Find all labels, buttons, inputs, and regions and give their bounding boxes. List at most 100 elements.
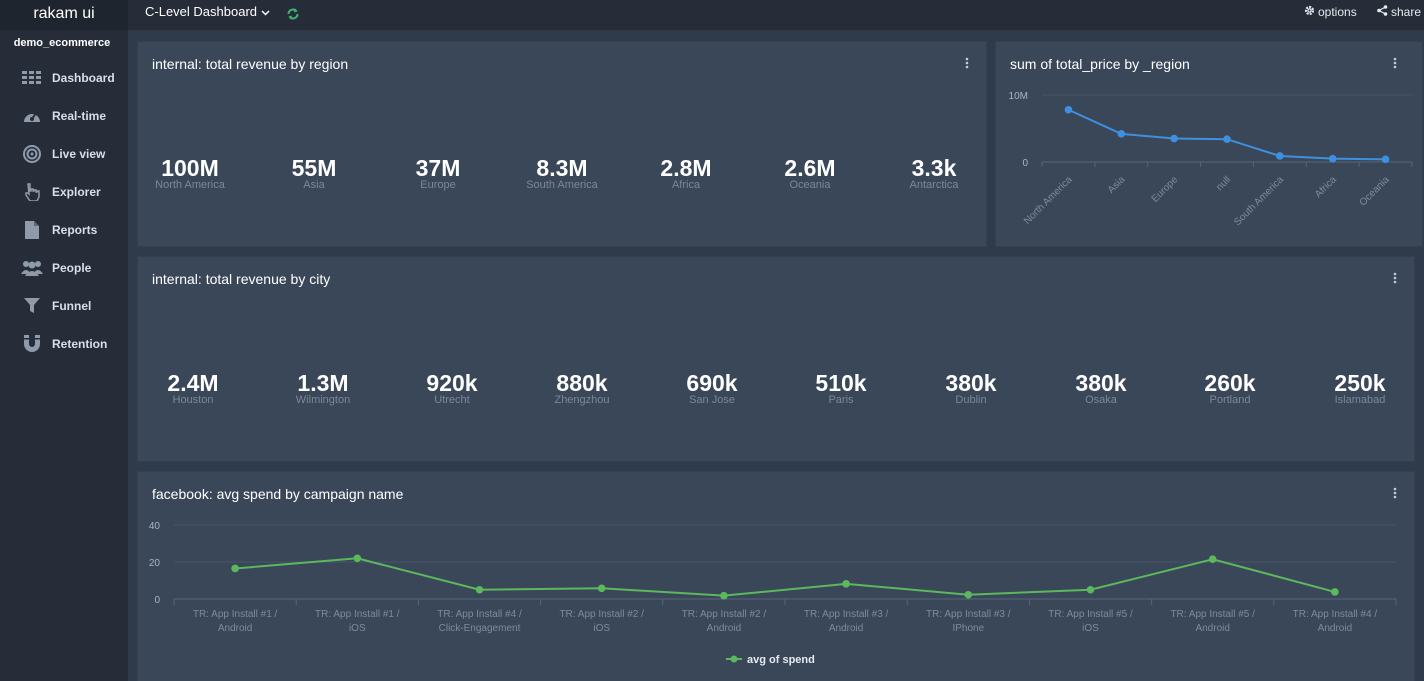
x-tick-label: Europe: [1150, 174, 1181, 205]
data-point: [353, 554, 362, 563]
kpi-tile: 2.8M Africa: [621, 156, 751, 191]
card-total-price-region: sum of total_price by _region 0 10M North …: [996, 42, 1422, 246]
x-tick-label: TR: App Install #1 /iOS: [315, 609, 400, 634]
sidebar-item-reports[interactable]: Reports: [20, 218, 128, 242]
kpi-value: 37M: [415, 155, 461, 181]
data-point: [842, 580, 850, 588]
grid-icon: [20, 68, 44, 88]
kpi-value: 1.3M: [297, 370, 349, 396]
legend-swatch-point: [730, 655, 738, 663]
kpi-value: 260k: [1204, 370, 1256, 396]
share-label: share: [1391, 5, 1422, 19]
dashboard-selector[interactable]: C-Level Dashboard: [145, 4, 270, 19]
card-title: internal: total revenue by city: [152, 271, 331, 287]
x-tick-label: Oceania: [1358, 174, 1392, 208]
kpi-label: Zhengzhou: [554, 394, 610, 406]
share-icon: [1377, 5, 1388, 19]
sidebar-item-live-view[interactable]: Live view: [20, 142, 128, 166]
pointer-hand-icon: [20, 182, 44, 202]
kpi-tile: 920k Utrecht: [387, 371, 517, 406]
kpi-label: Wilmington: [295, 394, 351, 406]
data-point: [1381, 155, 1390, 164]
kpi-tile: 690k San Jose: [647, 371, 777, 406]
kpi-tile: 55M Asia: [249, 156, 379, 191]
card-title: facebook: avg spend by campaign name: [152, 486, 404, 502]
kpi-value: 380k: [945, 370, 997, 396]
kpi-tile: 880k Zhengzhou: [517, 371, 647, 406]
kebab-menu-icon[interactable]: [1392, 56, 1398, 72]
kpi-label: Oceania: [789, 179, 831, 191]
refresh-icon[interactable]: [286, 7, 300, 26]
kpi-value: 8.3M: [536, 155, 588, 181]
kpi-label: Utrecht: [434, 394, 470, 406]
kpi-label: Asia: [303, 179, 325, 191]
gear-icon: [1304, 5, 1315, 19]
sidebar-item-people[interactable]: People: [20, 256, 128, 280]
kpi-value: 55M: [291, 155, 337, 181]
kpi-value: 510k: [815, 370, 867, 396]
sidebar-item-dashboard[interactable]: Dashboard: [20, 66, 128, 90]
kpi-label: Houston: [172, 394, 214, 406]
target-icon: [20, 144, 44, 164]
legend-label: avg of spend: [747, 654, 815, 666]
kpi-label: North America: [155, 179, 225, 191]
kpi-tile: 380k Osaka: [1036, 371, 1166, 406]
sidebar-item-retention[interactable]: Retention: [20, 332, 128, 356]
kpi-tile: 8.3M South America: [497, 156, 627, 191]
y-tick-label: 0: [154, 595, 160, 606]
data-point: [720, 591, 728, 600]
kpi-label: Dublin: [955, 394, 987, 406]
project-name[interactable]: demo_ecommerce: [13, 37, 111, 49]
kpi-tile: 37M Europe: [373, 156, 503, 191]
data-point: [1208, 555, 1217, 564]
options-label: options: [1318, 5, 1357, 19]
file-icon: [20, 220, 44, 240]
kpi-tile: 3.3k Antarctica: [869, 156, 999, 191]
kpi-label: Europe: [420, 179, 456, 191]
kebab-menu-icon[interactable]: [1392, 486, 1398, 502]
x-tick-label: TR: App Install #3 /IPhone: [926, 609, 1011, 634]
sidebar-item-label: Reports: [52, 223, 98, 237]
magnet-icon: [20, 334, 44, 354]
sidebar-item-label: People: [52, 261, 92, 275]
kpi-tile: 380k Dublin: [906, 371, 1036, 406]
kpi-label: Africa: [671, 179, 701, 191]
x-tick-label: Asia: [1106, 174, 1128, 196]
kpi-value: 380k: [1075, 370, 1127, 396]
share-button[interactable]: share: [1377, 5, 1421, 19]
gauge-icon: [20, 106, 44, 126]
x-tick-label: TR: App Install #4 /Click-Engagement: [437, 609, 522, 634]
data-point: [1170, 134, 1178, 143]
options-button[interactable]: options: [1304, 5, 1357, 19]
dashboard-name: C-Level Dashboard: [145, 4, 258, 19]
data-point: [1331, 588, 1339, 596]
x-tick-label: TR: App Install #2 /Android: [682, 609, 767, 634]
kebab-menu-icon[interactable]: [964, 56, 970, 72]
x-tick-label: TR: App Install #3 /Android: [804, 609, 889, 634]
sidebar-item-real-time[interactable]: Real-time: [20, 104, 128, 128]
sidebar-item-label: Real-time: [52, 109, 107, 123]
chevron-down-icon: [261, 4, 270, 19]
brand-logo[interactable]: rakam ui: [0, 0, 128, 30]
sidebar-item-label: Funnel: [52, 299, 92, 313]
kpi-value: 2.8M: [660, 155, 712, 181]
users-icon: [20, 258, 44, 278]
kpi-value: 2.6M: [784, 155, 836, 181]
kpi-tile: 250k Islamabad: [1295, 371, 1424, 406]
series-line: [1068, 108, 1386, 161]
kpi-label: Paris: [828, 394, 854, 406]
x-tick-label: South America: [1232, 174, 1286, 228]
data-point: [1064, 105, 1073, 114]
data-point: [231, 564, 239, 573]
kpi-tile: 2.6M Oceania: [745, 156, 875, 191]
kpi-tile: 510k Paris: [776, 371, 906, 406]
kpi-value: 2.4M: [167, 370, 219, 396]
sidebar-item-label: Dashboard: [52, 71, 115, 85]
x-tick-label: TR: App Install #1 /Android: [193, 609, 278, 634]
kebab-menu-icon[interactable]: [1392, 271, 1398, 287]
y-tick-label: 0: [1022, 158, 1028, 169]
sidebar-item-funnel[interactable]: Funnel: [20, 294, 128, 318]
kpi-value: 100M: [161, 155, 219, 181]
sidebar-item-explorer[interactable]: Explorer: [20, 180, 128, 204]
x-tick-label: null: [1214, 174, 1233, 193]
